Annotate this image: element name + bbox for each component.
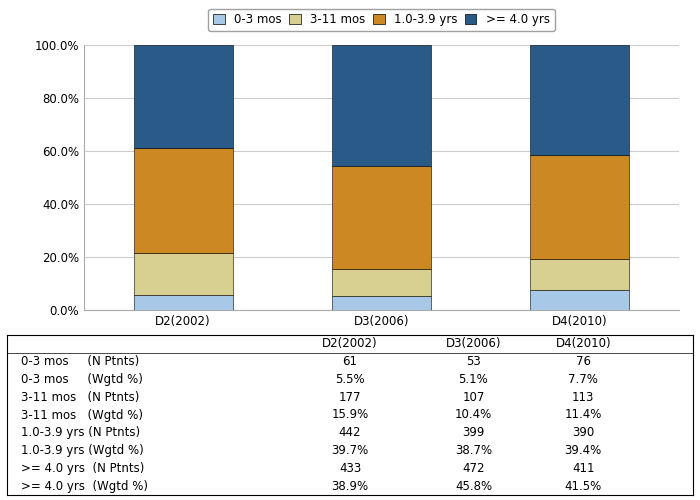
Text: 113: 113: [572, 390, 594, 404]
Text: 3-11 mos   (Wgtd %): 3-11 mos (Wgtd %): [21, 408, 143, 422]
Bar: [134, 296, 232, 310]
Text: 38.7%: 38.7%: [455, 444, 492, 457]
Text: 39.4%: 39.4%: [565, 444, 602, 457]
Legend: 0-3 mos, 3-11 mos, 1.0-3.9 yrs, >= 4.0 yrs: 0-3 mos, 3-11 mos, 1.0-3.9 yrs, >= 4.0 y…: [209, 8, 554, 31]
Text: 5.1%: 5.1%: [458, 373, 489, 386]
Bar: [332, 296, 431, 310]
Bar: [134, 254, 232, 296]
Text: 76: 76: [575, 355, 591, 368]
Bar: [134, 45, 232, 148]
Text: 45.8%: 45.8%: [455, 480, 492, 492]
Text: 107: 107: [462, 390, 484, 404]
Bar: [332, 166, 431, 269]
Text: 15.9%: 15.9%: [331, 408, 369, 422]
Text: 433: 433: [339, 462, 361, 475]
Bar: [531, 155, 629, 260]
Text: 53: 53: [466, 355, 481, 368]
Text: 411: 411: [572, 462, 594, 475]
Text: 10.4%: 10.4%: [455, 408, 492, 422]
Text: D4(2010): D4(2010): [555, 338, 611, 350]
Text: 39.7%: 39.7%: [331, 444, 369, 457]
Bar: [332, 269, 431, 296]
Text: >= 4.0 yrs  (N Ptnts): >= 4.0 yrs (N Ptnts): [21, 462, 144, 475]
Text: 5.5%: 5.5%: [335, 373, 365, 386]
Text: 442: 442: [339, 426, 361, 440]
Text: 0-3 mos     (N Ptnts): 0-3 mos (N Ptnts): [21, 355, 139, 368]
Text: 41.5%: 41.5%: [565, 480, 602, 492]
Text: 472: 472: [462, 462, 484, 475]
Bar: [531, 260, 629, 290]
Text: 390: 390: [572, 426, 594, 440]
Text: 38.9%: 38.9%: [331, 480, 369, 492]
Text: 3-11 mos   (N Ptnts): 3-11 mos (N Ptnts): [21, 390, 139, 404]
Text: >= 4.0 yrs  (Wgtd %): >= 4.0 yrs (Wgtd %): [21, 480, 148, 492]
Text: 61: 61: [342, 355, 358, 368]
Bar: [134, 148, 232, 254]
Text: 399: 399: [462, 426, 484, 440]
Text: 1.0-3.9 yrs (Wgtd %): 1.0-3.9 yrs (Wgtd %): [21, 444, 144, 457]
Text: D2(2002): D2(2002): [322, 338, 378, 350]
Bar: [531, 290, 629, 310]
Text: 1.0-3.9 yrs (N Ptnts): 1.0-3.9 yrs (N Ptnts): [21, 426, 140, 440]
Bar: [332, 45, 431, 166]
Bar: [531, 45, 629, 155]
Text: 7.7%: 7.7%: [568, 373, 598, 386]
Text: 11.4%: 11.4%: [565, 408, 602, 422]
Text: D3(2006): D3(2006): [446, 338, 501, 350]
Text: 177: 177: [339, 390, 361, 404]
Text: 0-3 mos     (Wgtd %): 0-3 mos (Wgtd %): [21, 373, 143, 386]
